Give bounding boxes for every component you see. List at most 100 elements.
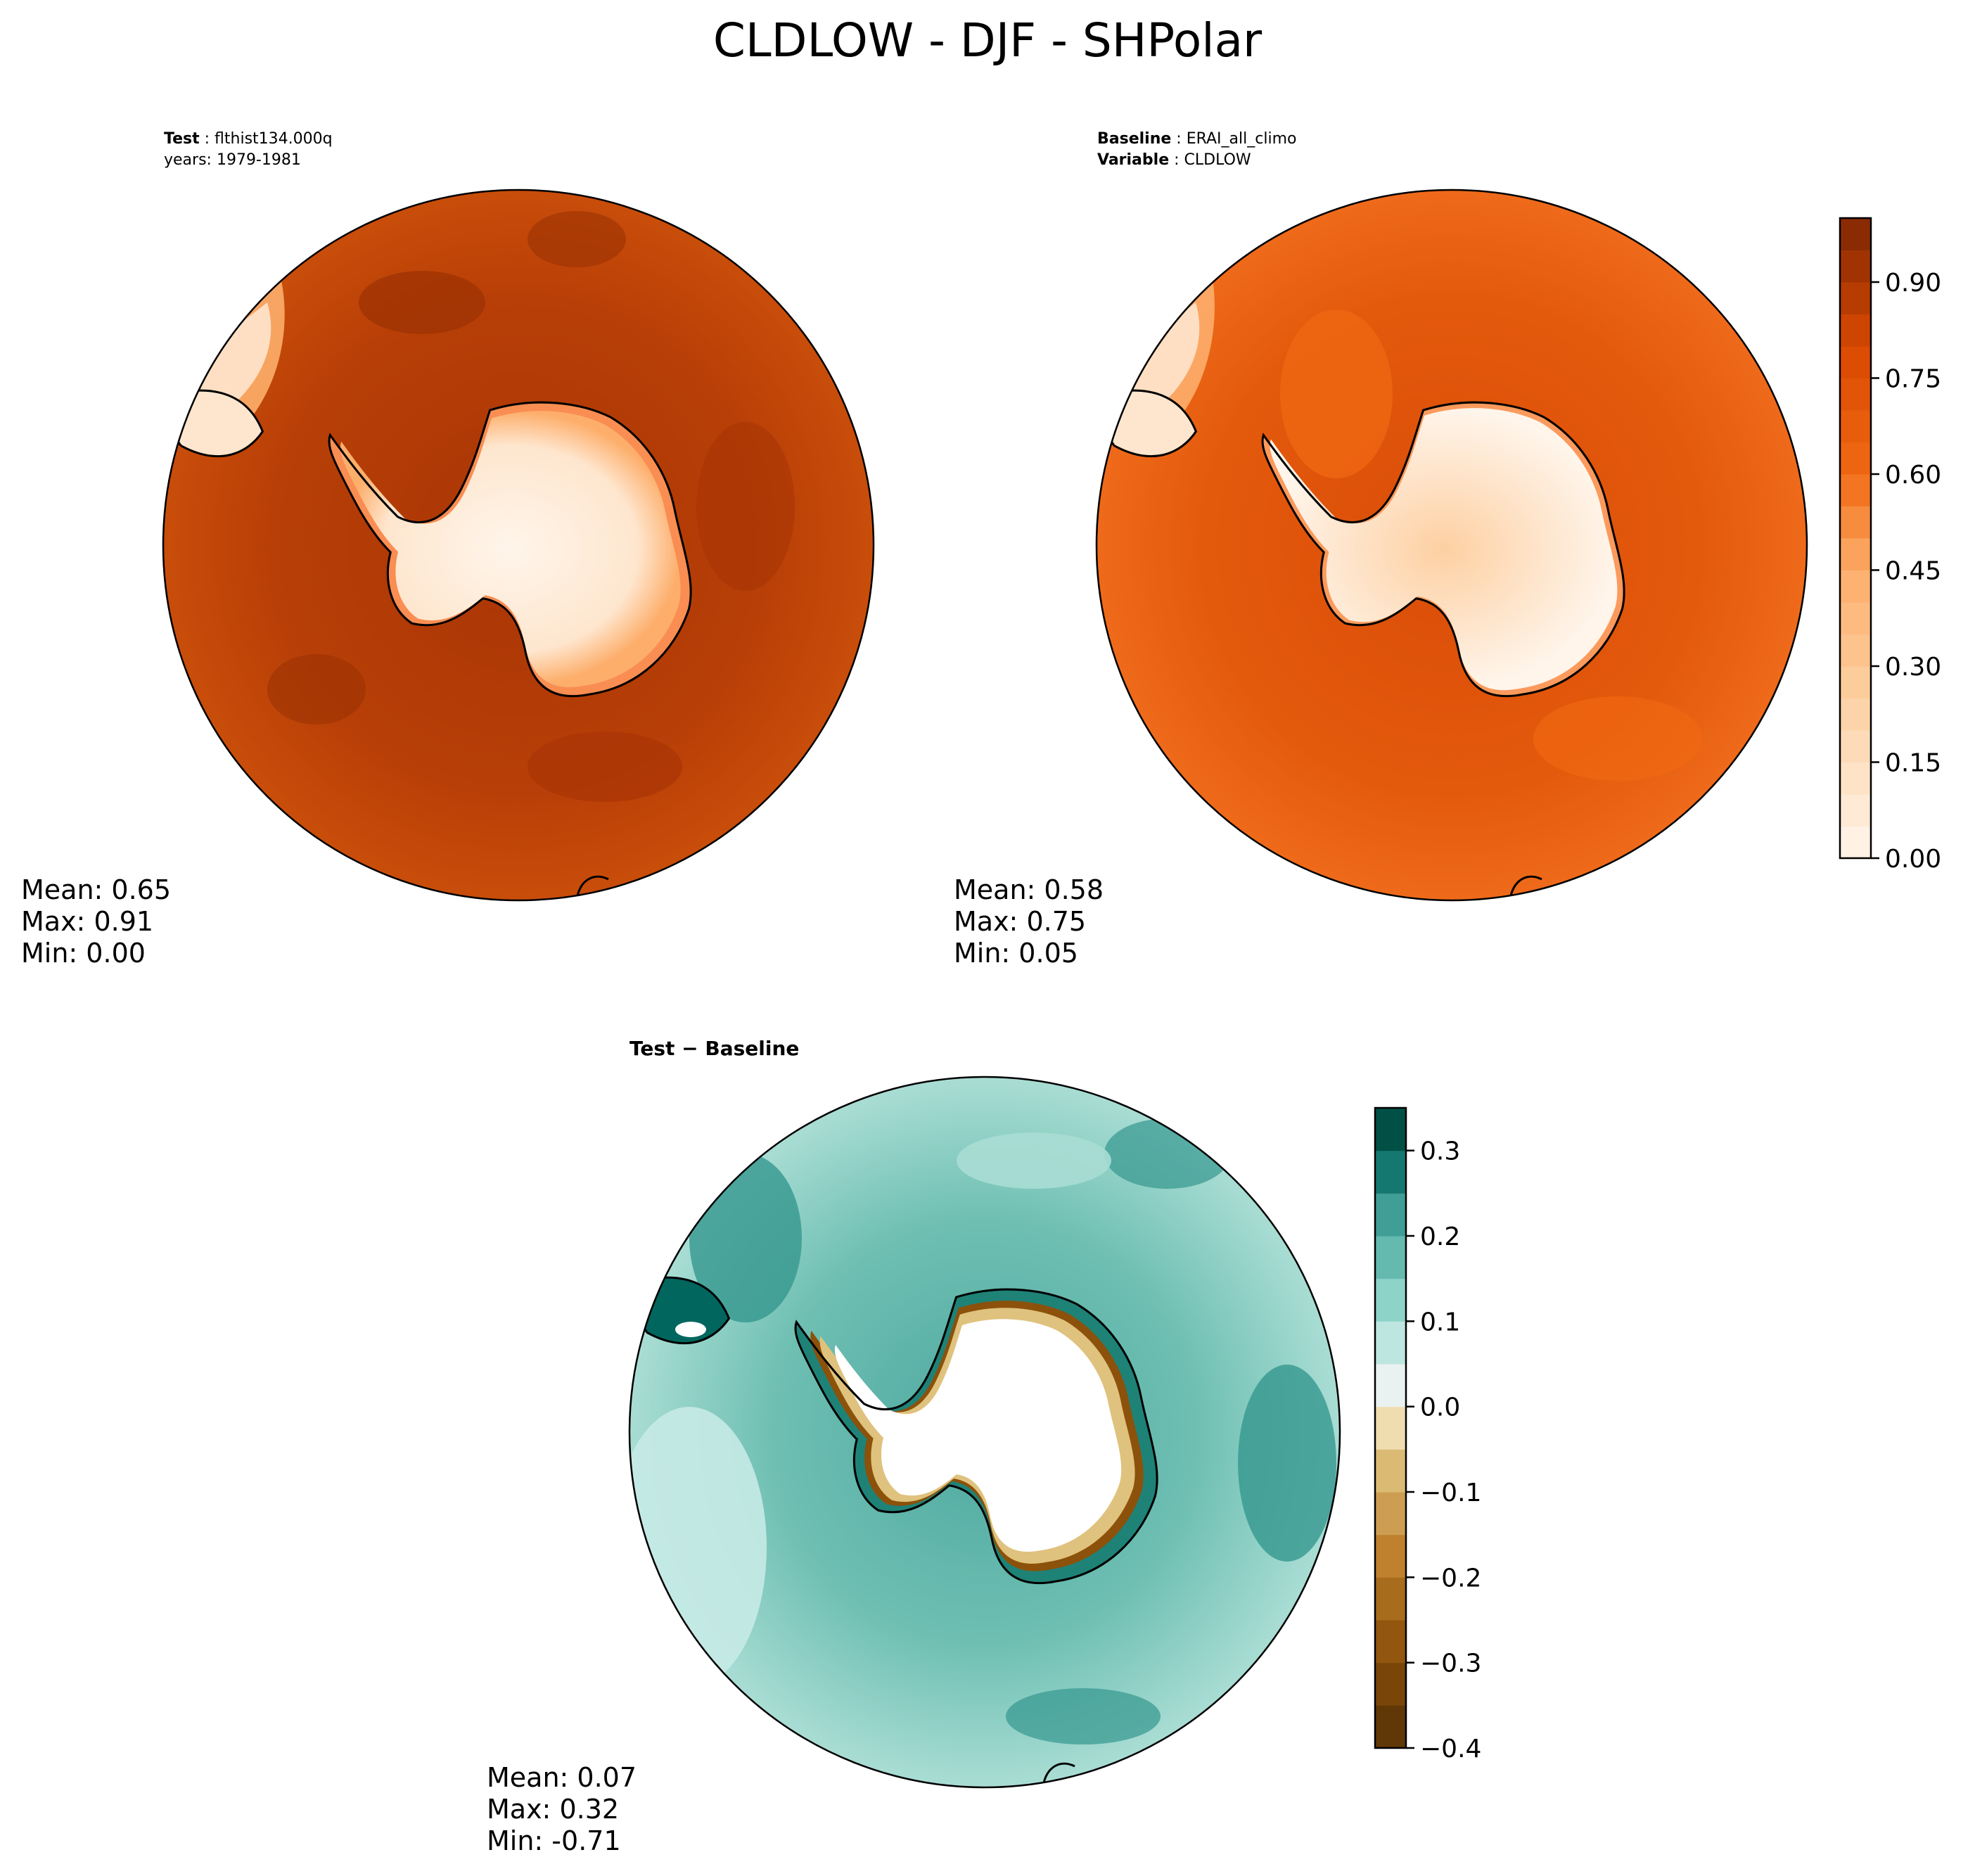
difference-panel: Test − Baseline Mean: 0.07 Max: 0.32 Min…	[487, 1037, 1481, 1856]
difference-white-spot	[675, 1322, 706, 1337]
colorbar-segment	[1375, 1492, 1406, 1536]
colorbar-tick-label: 0.00	[1885, 845, 1941, 874]
difference-header: Test − Baseline	[629, 1037, 799, 1060]
colorbar-tick-label: 0.15	[1885, 749, 1941, 778]
colorbar-tick-label: 0.45	[1885, 557, 1941, 586]
colorbar-tick-label: −0.3	[1420, 1650, 1481, 1678]
colorbar-frame	[1839, 217, 1872, 860]
baseline-map	[1097, 190, 1807, 900]
colorbar-segment	[1840, 730, 1871, 762]
test-mean: Mean: 0.65	[21, 874, 171, 905]
test-max-patch-1	[359, 271, 485, 334]
test-max-patch-3	[267, 654, 366, 725]
colorbar-segment	[1840, 282, 1871, 314]
variable-header-value: CLDLOW	[1184, 151, 1251, 169]
colorbar-segment	[1840, 634, 1871, 667]
test-min: Min: 0.00	[21, 938, 146, 969]
colorbar-segment	[1840, 538, 1871, 570]
colorbar-segment	[1840, 762, 1871, 795]
baseline-header-label: Baseline	[1097, 130, 1171, 148]
baseline-header-sep: :	[1171, 130, 1186, 148]
test-panel: Test : flthist134.000q years: 1979-1981 …	[21, 130, 875, 969]
test-australia-coast	[575, 875, 609, 900]
variable-header-sep: :	[1169, 151, 1184, 169]
figure-title: CLDLOW - DJF - SHPolar	[713, 13, 1263, 68]
colorbar-segment	[1840, 250, 1871, 283]
baseline-header-line-1: Baseline : ERAI_all_climo	[1097, 130, 1296, 148]
baseline-map-border	[1095, 189, 1808, 902]
baseline-colorbar: 0.00 0.15 0.30 0.45 0.60 0.75 0.90	[1839, 217, 1941, 874]
difference-patch-4	[957, 1132, 1111, 1189]
colorbar-segment	[1375, 1705, 1406, 1749]
variable-header-label: Variable	[1097, 151, 1169, 169]
test-map	[163, 190, 874, 900]
colorbar-segment	[1375, 1108, 1406, 1151]
test-max-patch-5	[696, 422, 795, 591]
colorbar-segment	[1375, 1150, 1406, 1194]
difference-patch-6	[1006, 1688, 1161, 1744]
colorbar-tick-label: 0.75	[1885, 365, 1941, 394]
colorbar-segment	[1840, 314, 1871, 347]
colorbar-segment	[1840, 602, 1871, 634]
colorbar-segment	[1840, 698, 1871, 731]
colorbar-frame	[1374, 1106, 1407, 1749]
difference-australia-coast	[1042, 1762, 1075, 1787]
test-header-line-1: Test : flthist134.000q	[164, 130, 333, 148]
baseline-header-value: ERAI_all_climo	[1187, 130, 1297, 148]
colorbar-tick-label: 0.60	[1885, 461, 1941, 490]
baseline-patch-1	[1280, 310, 1393, 478]
difference-colorbar: −0.4 −0.3 −0.2 −0.1 0.0 0.1 0.2 0.3	[1374, 1106, 1481, 1763]
colorbar-segment	[1840, 378, 1871, 411]
baseline-panel: Baseline : ERAI_all_climo Variable : CLD…	[954, 130, 1941, 969]
colorbar-segment	[1840, 410, 1871, 442]
colorbar-tick-label: 0.30	[1885, 653, 1941, 682]
colorbar-segment	[1375, 1278, 1406, 1322]
baseline-australia-coast	[1509, 875, 1542, 900]
colorbar-segment	[1375, 1193, 1406, 1237]
baseline-max: Max: 0.75	[954, 906, 1086, 937]
colorbar-segment	[1840, 218, 1871, 250]
baseline-header-line-2: Variable : CLDLOW	[1097, 151, 1251, 169]
colorbar-segment	[1840, 826, 1871, 859]
colorbar-segment	[1375, 1577, 1406, 1621]
colorbar-tick-label: −0.2	[1420, 1564, 1481, 1593]
difference-map	[629, 1077, 1340, 1787]
colorbar-segment	[1840, 570, 1871, 603]
baseline-patch-2	[1533, 696, 1702, 781]
colorbar-segment	[1375, 1534, 1406, 1578]
colorbar-segment	[1375, 1236, 1406, 1280]
colorbar-segment	[1375, 1406, 1406, 1450]
colorbar-segment	[1840, 794, 1871, 827]
colorbar-tick-label: 0.3	[1420, 1137, 1460, 1166]
difference-map-border	[628, 1076, 1341, 1789]
test-header-label: Test	[164, 130, 200, 148]
colorbar-segment	[1375, 1449, 1406, 1493]
colorbar-segment	[1375, 1364, 1406, 1408]
colorbar-segment	[1840, 506, 1871, 539]
difference-patch-3	[1104, 1118, 1231, 1189]
colorbar-tick-label: 0.2	[1420, 1223, 1460, 1251]
test-max-patch-4	[528, 732, 682, 802]
difference-max: Max: 0.32	[487, 1794, 619, 1825]
difference-patch-2	[1238, 1365, 1336, 1562]
test-header-sep: :	[200, 130, 215, 148]
colorbar-segment	[1840, 666, 1871, 698]
colorbar-segment	[1375, 1620, 1406, 1664]
colorbar-segment	[1375, 1321, 1406, 1365]
test-max: Max: 0.91	[21, 906, 153, 937]
colorbar-segment	[1840, 346, 1871, 378]
baseline-mean: Mean: 0.58	[954, 874, 1104, 905]
difference-patch-5	[629, 1407, 767, 1688]
test-header-value: flthist134.000q	[215, 130, 333, 148]
test-header-line-2: years: 1979-1981	[164, 151, 301, 169]
difference-min: Min: -0.71	[487, 1825, 621, 1856]
test-max-patch-2	[528, 211, 626, 267]
colorbar-segment	[1840, 442, 1871, 475]
colorbar-segment	[1840, 474, 1871, 506]
colorbar-tick-label: 0.0	[1420, 1393, 1460, 1422]
test-map-border	[162, 189, 875, 902]
baseline-min: Min: 0.05	[954, 938, 1078, 969]
difference-mean: Mean: 0.07	[487, 1762, 637, 1793]
colorbar-tick-label: 0.90	[1885, 269, 1941, 298]
